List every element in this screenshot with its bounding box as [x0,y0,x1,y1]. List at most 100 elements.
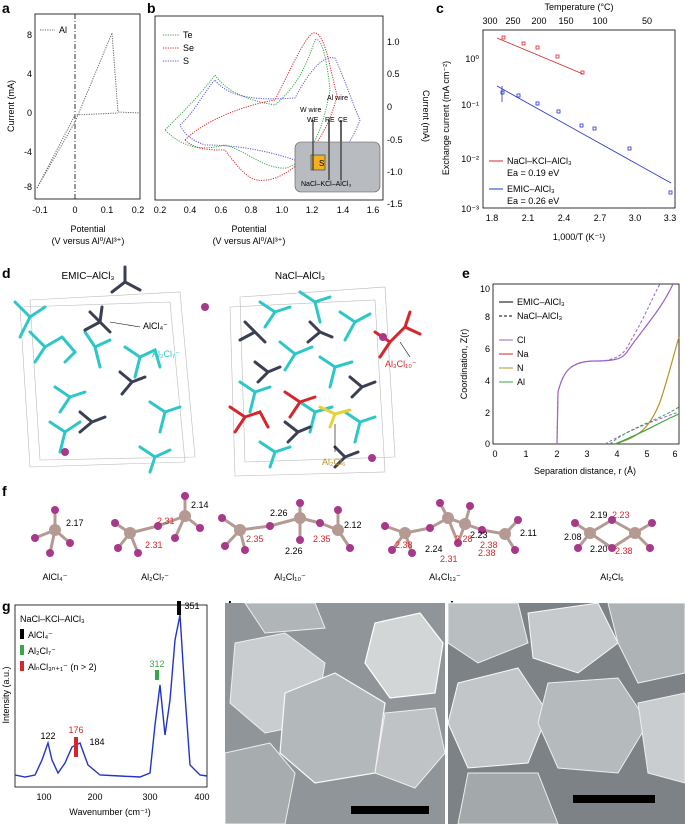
c-top-tick: 100 [592,16,607,26]
b-ytick: -1.0 [387,167,403,177]
c-legend2-ea: Ea = 0.26 eV [507,196,559,206]
f-molecule-al2cl7: 2.31 2.14 2.31 Al₂Cl₇⁻ [111,492,209,582]
e-xtick: 3 [584,449,589,459]
panel-b-chart: 0.2 0.4 0.6 0.8 1.0 1.2 1.4 1.6 1.0 0.5 … [154,15,431,246]
f-bond: 2.38 [395,540,413,550]
b-legend-se: Se [183,43,194,53]
b-ytick: 0 [387,102,392,112]
b-xlabel-1: Potential [231,224,266,234]
f-molname: Al₂Cl₇⁻ [141,572,169,582]
e-ytick: 0 [485,439,490,449]
panel-c-letter: c [436,0,444,16]
c-xtick: 2.1 [522,213,535,223]
panel-e-letter: e [462,265,470,281]
c-ytick: 10⁻¹ [461,100,479,110]
b-xtick: 0.6 [215,205,228,215]
f-bond: 2.31 [157,516,175,526]
g-xlabel: Wavenumber (cm⁻¹) [69,807,150,817]
panel-a-chart: 8 4 0 -4 -8 -0.1 0 0.1 0.2 Potential (V … [6,13,145,246]
b-ytick: -1.5 [387,199,403,209]
f-molname: Al₄Cl₁₃⁻ [429,572,461,582]
c-xlabel: 1,000/T (K⁻¹) [553,232,606,242]
a-ytick: 8 [27,30,32,40]
g-legend-alcl4: AlCl₄⁻ [28,630,53,640]
a-xtick: 0 [72,205,77,215]
f-bond: 2.14 [191,500,209,510]
f-bond: 2.17 [66,518,84,528]
e-ytick: 10 [480,284,490,294]
f-molecule-al4cl13: 2.23 2.38 2.24 2.28 2.31 2.38 2.11 2.38 … [381,499,537,582]
g-peak: 312 [149,659,164,669]
f-molname: AlCl₄⁻ [43,572,68,582]
g-title: NaCl–KCl–AlCl₃ [20,614,85,624]
e-legend-al: Al [517,377,525,387]
panel-c-chart: 300 250 200 150 100 50 Temperature (°C) … [441,2,677,242]
b-inset-re: RE [325,117,335,124]
c-xtick: 3.3 [664,213,677,223]
e-legend-emic: EMIC–AlCl₃ [517,297,565,307]
i-scale-bar [573,795,655,803]
panel-d-letter: d [2,265,11,281]
f-molname: Al₃Cl₁₀⁻ [274,572,306,582]
b-legend-s: S [183,56,189,66]
f-bond: 2.08 [564,532,582,542]
f-bond: 2.38 [615,546,633,556]
b-xtick: 1.6 [367,205,380,215]
c-ylabel: Exchange current (mA cm⁻²) [441,61,451,175]
d-label-alcl4: AlCl₄⁻ [143,321,168,331]
g-xtick: 300 [142,792,157,802]
c-top-tick: 250 [505,16,520,26]
g-xtick: 400 [194,792,209,802]
g-peak: 351 [184,601,199,611]
c-top-label: Temperature (°C) [544,2,613,12]
a-xtick: 0.2 [132,205,145,215]
g-ylabel: Intensity (a.u.) [1,666,11,723]
b-ylabel: Current (mA) [421,90,431,142]
e-xtick: 2 [554,449,559,459]
b-xlabel-2: (V versus Al⁰/Al³⁺) [213,236,286,246]
b-xtick: 0.4 [184,205,197,215]
g-peak: 176 [68,725,83,735]
h-scale-bar [351,806,429,814]
c-legend1: NaCl–KCl–AlCl₃ [507,156,572,166]
b-xtick: 1.0 [276,205,289,215]
panel-d-structures: EMIC–AlCl₃ NaCl–AlCl₃ [13,265,422,477]
e-xtick: 4 [614,449,619,459]
e-ytick: 8 [485,312,490,322]
panel-h-sem-image [225,603,445,824]
b-legend-te: Te [183,30,193,40]
a-xlabel-1: Potential [70,224,105,234]
f-bond: 2.38 [480,540,498,550]
c-xtick: 2.4 [558,213,571,223]
g-xtick: 200 [87,792,102,802]
c-ytick: 10⁰ [465,54,479,64]
d-label-al2cl7: Al₂Cl₇⁻ [152,349,180,359]
f-bond: 2.20 [590,544,608,554]
e-xtick: 1 [523,449,528,459]
f-bond: 2.23 [470,530,488,540]
f-bond: 2.31 [440,554,458,564]
b-xtick: 1.4 [337,205,350,215]
e-xtick: 5 [644,449,649,459]
b-inset-we: WE [307,117,319,124]
panel-g-chart: 100 200 300 400 Wavenumber (cm⁻¹) Intens… [1,601,210,817]
e-ytick: 4 [485,376,490,386]
f-bond: 2.35 [246,534,264,544]
c-top-tick: 300 [482,16,497,26]
panel-g-letter: g [2,598,11,614]
f-bond: 2.26 [285,546,303,556]
f-bond: 2.24 [425,544,443,554]
g-legend-alncl: AlₙCl₃ₙ₊₁⁻ (n > 2) [28,662,97,672]
d-label-al3cl10: Al₃Cl₁₀⁻ [385,359,417,369]
e-ytick: 6 [485,344,490,354]
e-legend-n: N [517,363,524,373]
c-xtick: 2.7 [594,213,607,223]
g-xtick: 100 [36,792,51,802]
f-bond: 2.11 [520,528,537,538]
f-bond: 2.26 [270,508,288,518]
f-bond: 2.38 [478,548,496,558]
d-title-right: NaCl–AlCl₃ [275,271,325,282]
e-xtick: 0 [492,449,497,459]
panel-f-molecules: 2.17 AlCl₄⁻ 2.31 2.14 2.31 Al₂Cl₇⁻ [31,492,656,582]
c-top-tick: 200 [531,16,546,26]
